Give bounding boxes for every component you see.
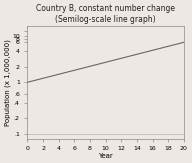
Title: Country B, constant number change
(Semilog-scale line graph): Country B, constant number change (Semil… — [36, 4, 175, 24]
Y-axis label: Population (x 1,000,000): Population (x 1,000,000) — [4, 39, 11, 126]
X-axis label: Year: Year — [98, 153, 113, 159]
